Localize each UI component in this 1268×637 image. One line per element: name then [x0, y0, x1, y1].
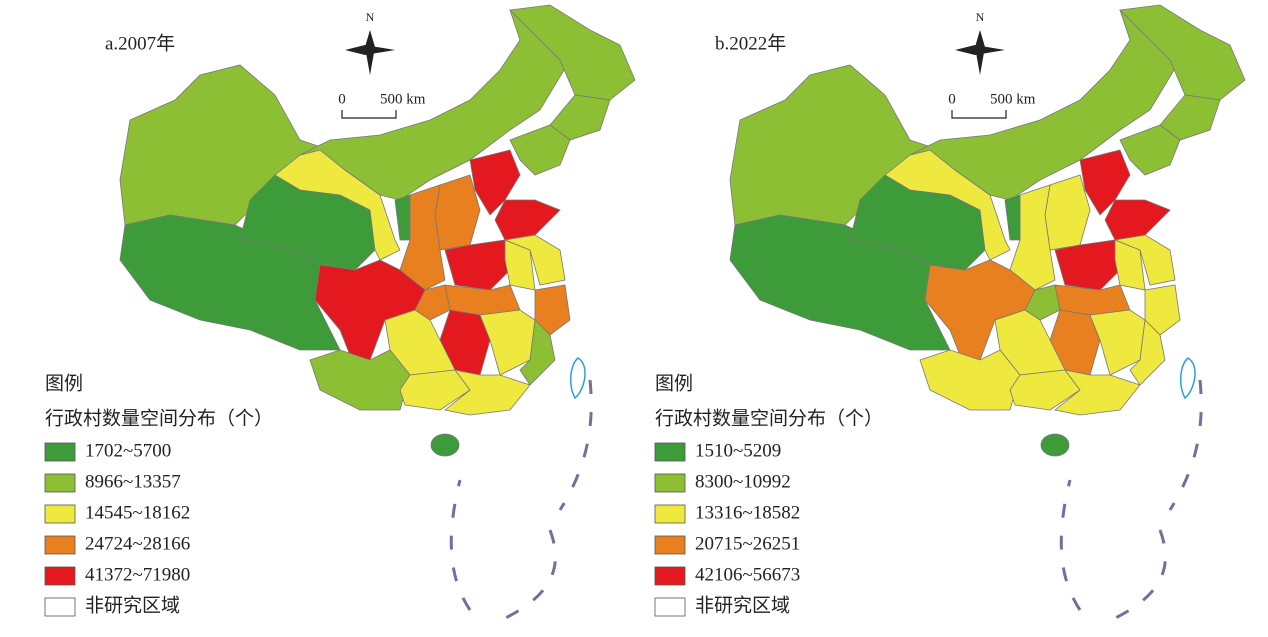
province: [444, 369, 531, 416]
province: [503, 234, 566, 286]
province: [399, 184, 446, 291]
north-arrow: [345, 30, 395, 75]
province: [394, 194, 411, 241]
legend-swatch: [654, 504, 686, 524]
legend-label: 42106~56673: [695, 564, 800, 585]
legend-swatch: [654, 597, 686, 617]
province: [1054, 369, 1141, 416]
province: [509, 124, 571, 176]
legend-label: 41372~71980: [85, 564, 190, 585]
legend-title: 行政村数量空间分布（个）: [45, 407, 273, 429]
province: [1159, 94, 1221, 141]
province: [1004, 194, 1021, 241]
north-label: N: [976, 10, 985, 24]
legend-heading: 图例: [45, 372, 83, 394]
scale-start: 0: [338, 91, 346, 107]
legend-swatch: [654, 566, 686, 586]
legend-swatch: [44, 597, 76, 617]
province: [919, 349, 1021, 411]
legend-swatch: [654, 473, 686, 493]
legend-swatch: [654, 442, 686, 462]
legend-label: 8966~13357: [85, 471, 181, 492]
scale-bar: [341, 110, 397, 119]
legend-label: 1510~5209: [695, 440, 781, 461]
province: [534, 284, 571, 336]
province: [309, 349, 411, 411]
taiwan: [1180, 357, 1196, 400]
province: [494, 199, 561, 241]
province: [1024, 284, 1061, 321]
scale-end: 500 km: [990, 91, 1036, 107]
map-title: a.2007年: [105, 32, 175, 54]
province: [1009, 184, 1056, 291]
province: [444, 284, 521, 316]
taiwan: [570, 357, 586, 400]
province: [414, 284, 451, 321]
province: [1113, 234, 1176, 286]
legend-label: 13316~18582: [695, 502, 800, 523]
legend-swatch: [654, 535, 686, 555]
province: [434, 174, 481, 251]
boundary-dashes: [449, 379, 593, 627]
province: [1144, 284, 1181, 336]
province: [1044, 174, 1091, 251]
province: [1040, 433, 1070, 457]
scale-start: 0: [948, 91, 956, 107]
province: [549, 94, 611, 141]
scale-end: 500 km: [380, 91, 426, 107]
legend-label: 非研究区域: [85, 594, 180, 616]
legend-label: 8300~10992: [695, 471, 791, 492]
province: [509, 4, 636, 101]
legend-swatch: [44, 442, 76, 462]
boundary-dashes: [1059, 379, 1203, 627]
province: [1104, 199, 1171, 241]
north-label: N: [366, 10, 375, 24]
legend-heading: 图例: [655, 372, 693, 394]
legend-label: 非研究区域: [695, 594, 790, 616]
legend-title: 行政村数量空间分布（个）: [655, 407, 883, 429]
north-arrow: [955, 30, 1005, 75]
legend-label: 1702~5700: [85, 440, 171, 461]
province: [1119, 4, 1246, 101]
legend-swatch: [44, 566, 76, 586]
province: [1119, 124, 1181, 176]
province: [430, 433, 460, 457]
province: [1054, 284, 1131, 316]
scale-bar: [951, 110, 1007, 119]
legend-label: 20715~26251: [695, 533, 800, 554]
legend-swatch: [44, 504, 76, 524]
legend-label: 24724~28166: [85, 533, 190, 554]
map-title: b.2022年: [715, 32, 786, 54]
legend-swatch: [44, 473, 76, 493]
legend-label: 14545~18162: [85, 502, 190, 523]
legend-swatch: [44, 535, 76, 555]
